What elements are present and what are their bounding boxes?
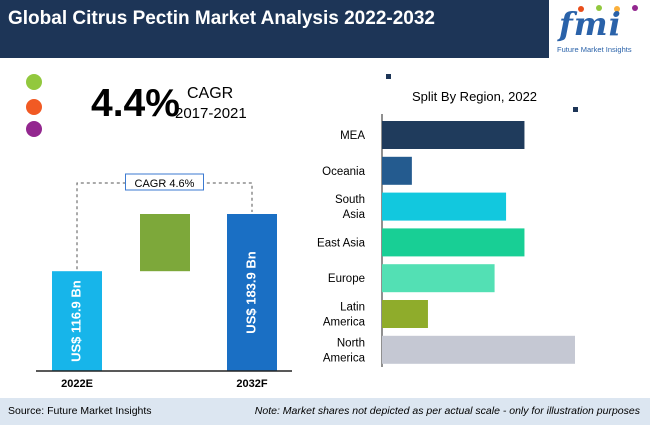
logo: fmi Future Market Insights — [549, 0, 650, 58]
cagr-annotation-box — [125, 173, 204, 191]
region-label: America — [323, 352, 366, 364]
cagr-label: CAGR — [187, 85, 234, 102]
region-label: America — [323, 317, 366, 329]
region-label: East Asia — [317, 237, 366, 249]
region-bar — [382, 264, 495, 293]
region-label: Oceania — [322, 166, 365, 178]
footer-bar: Source: Future Market Insights Note: Mar… — [0, 398, 650, 425]
footer-source: Source: Future Market Insights — [8, 405, 152, 417]
region-label: MEA — [340, 130, 365, 142]
cagr-value: 4.4% — [91, 82, 180, 125]
legend-dot-green — [26, 74, 42, 90]
logo-text: fmi — [559, 5, 622, 43]
category-label-2032: 2032F — [236, 378, 267, 390]
decorative-square — [386, 74, 391, 79]
region-bar — [382, 192, 507, 221]
cagr-bracket — [76, 182, 253, 270]
region-chart-title: Split By Region, 2022 — [412, 89, 538, 104]
region-label: Asia — [343, 209, 366, 221]
region-bar — [382, 121, 525, 149]
region-label: South — [335, 194, 365, 206]
bar-increment — [140, 214, 190, 272]
region-bar — [382, 156, 412, 185]
legend-dot-purple — [26, 121, 42, 137]
decorative-square — [573, 107, 578, 112]
cagr-annotation: CAGR 4.6% — [135, 178, 195, 190]
category-label-2022: 2022E — [61, 378, 93, 390]
region-label: Europe — [328, 273, 365, 285]
region-bar — [382, 228, 525, 257]
footer-note: Note: Market shares not depicted as per … — [254, 405, 640, 417]
value-label-2032: US$ 183.9 Bn — [243, 251, 258, 333]
page-title: Global Citrus Pectin Market Analysis 202… — [8, 8, 435, 29]
region-split-chart: MEA Oceania South Asia East Asia Europe Latin A… — [317, 114, 575, 367]
region-label: Latin — [340, 302, 365, 314]
logo-dots-icon — [578, 5, 638, 12]
cagr-period: 2017-2021 — [175, 105, 247, 122]
bar-2032 — [227, 214, 277, 371]
header-banner: Global Citrus Pectin Market Analysis 202… — [0, 0, 650, 58]
legend-dot-orange — [26, 99, 42, 115]
region-bar — [382, 335, 575, 364]
region-bar — [382, 300, 428, 328]
value-label-2022: US$ 116.9 Bn — [68, 280, 83, 362]
logo-subtitle: Future Market Insights — [557, 45, 632, 54]
market-size-chart: CAGR 4.6% US$ 116.9 Bn US$ 183.9 Bn 2022E 20… — [36, 173, 292, 390]
bar-2022 — [52, 271, 102, 371]
region-label: North — [337, 337, 365, 349]
